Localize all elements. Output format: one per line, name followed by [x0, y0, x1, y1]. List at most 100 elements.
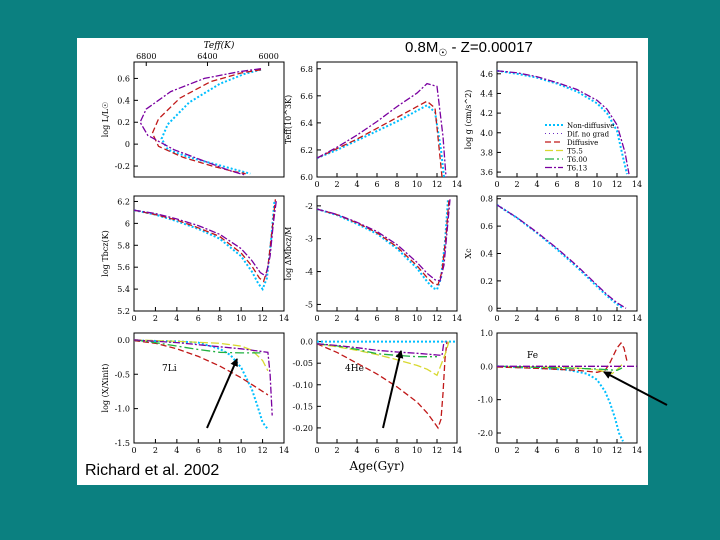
x-tick-label: 0	[494, 314, 499, 323]
x-tick-label: 0	[314, 314, 319, 323]
y-tick-label: 4.2	[480, 109, 493, 118]
plot-frame	[133, 195, 285, 312]
y-tick-label: 6.4	[300, 119, 313, 128]
panel-hr: 0.6 0.4 0.2 0 -0.2 6800 6400 6000 Teff(K) log L/L…	[101, 40, 285, 178]
y-tick-label: 6.2	[300, 146, 313, 155]
plot-frame	[496, 61, 638, 178]
y-tick-label: -3	[305, 235, 313, 244]
title-mass: 0.8M	[405, 39, 439, 56]
top-tick-label: 6800	[136, 52, 156, 61]
y-tick-label: -5	[305, 300, 313, 309]
title-metallicity: - Z=0.00017	[447, 39, 533, 56]
series-line-diffusive	[151, 69, 262, 175]
x-tick-label: 4	[354, 180, 359, 189]
y-tick-label: 4.6	[480, 70, 493, 79]
x-tick-label: 10	[236, 446, 246, 455]
x-tick-label: 0	[131, 314, 136, 323]
y-tick-label: 3.8	[480, 148, 493, 157]
y-tick-label: 6	[125, 219, 130, 228]
x-tick-label: 8	[217, 446, 222, 455]
x-tick-label: 8	[217, 314, 222, 323]
series-line-t6-13	[497, 70, 630, 175]
x-axis-label: Age(Gyr)	[349, 459, 405, 473]
series-line-diffusive	[317, 341, 448, 430]
x-tick-label: 8	[394, 180, 399, 189]
x-tick-label: 6	[554, 180, 559, 189]
y-tick-label: 6.0	[300, 173, 313, 182]
series-line-diffusive	[134, 199, 277, 283]
x-tick-label: 10	[592, 446, 602, 455]
x-tick-label: 12	[257, 314, 267, 323]
plot-frame	[133, 61, 285, 178]
legend-label: Diffusive	[567, 139, 598, 147]
y-tick-label: -1.0	[115, 405, 130, 414]
y-tick-label: -0.10	[292, 381, 313, 390]
y-tick-label: 6.2	[117, 197, 130, 206]
x-tick-label: 0	[314, 180, 319, 189]
y-tick-label: 0.0	[300, 338, 313, 347]
y-tick-label: 1.0	[480, 329, 493, 338]
y-tick-label: 4.0	[480, 129, 493, 138]
x-tick-label: 2	[334, 180, 339, 189]
x-tick-label: 8	[394, 446, 399, 455]
element-label: 7Li	[162, 364, 177, 374]
x-tick-label: 2	[514, 314, 519, 323]
top-tick-label: 6400	[197, 52, 217, 61]
y-axis-label: Teff(10^3K)	[284, 95, 293, 144]
y-tick-label: -0.15	[292, 402, 313, 411]
y-tick-label: 0.2	[117, 118, 130, 127]
series-line-t6-13	[497, 204, 627, 309]
y-tick-label: 5.6	[117, 263, 130, 272]
y-tick-label: -0.20	[292, 424, 313, 433]
panel-li: 0.0 -0.5 -1.0 -1.50 2 4 6 8 10 12 14 log (X/Xinit) 7…	[101, 332, 289, 455]
chart-title: 0.8M☉ - Z=0.00017	[405, 39, 533, 59]
series-line-t5-5	[134, 339, 269, 372]
y-axis-label: log Tbcz(K)	[101, 230, 110, 276]
y-axis-label: log ΔMbcz/M	[284, 227, 293, 281]
y-axis-label: Xc	[464, 248, 473, 259]
legend-label: T6.13	[567, 165, 587, 173]
y-tick-label: 0.2	[480, 277, 493, 286]
x-tick-label: 14	[452, 446, 462, 455]
series-line-t5-5	[317, 341, 450, 377]
y-tick-label: 0.6	[117, 74, 130, 83]
x-tick-label: 12	[612, 180, 622, 189]
arrow-fe-rise	[603, 371, 668, 406]
x-tick-label: 2	[514, 180, 519, 189]
y-tick-label: -1.0	[478, 396, 493, 405]
series-line-diffusive	[317, 199, 450, 286]
series-line-non-diffusive	[317, 104, 445, 177]
panel-he: 0.0 -0.05 -0.10 -0.15 -0.20 0 2 4 6 8 10 12 14 4He	[292, 332, 462, 455]
arrow-li-dip	[206, 358, 238, 429]
x-tick-label: 8	[394, 314, 399, 323]
x-tick-label: 14	[632, 180, 642, 189]
x-tick-label: 2	[334, 314, 339, 323]
x-tick-label: 6	[554, 314, 559, 323]
series-line-t6-13	[134, 199, 278, 278]
x-tick-label: 12	[612, 314, 622, 323]
plot-frame	[316, 332, 458, 444]
y-tick-label: 5.2	[117, 307, 130, 316]
y-tick-label: 5.4	[117, 285, 130, 294]
element-label: Fe	[527, 351, 538, 361]
figure-panel: 0.6 0.4 0.2 0 -0.2 6800 6400 6000 Teff(K) log L/L…	[77, 38, 648, 485]
x-tick-label: 2	[153, 314, 158, 323]
series-line-non-diffusive	[160, 68, 262, 175]
y-tick-label: 0.6	[480, 222, 493, 231]
panel-teff: 6.8 6.6 6.4 6.2 6.00 2 4 6 8 10 12 14 Teff(10^3K)	[284, 61, 462, 189]
x-tick-label: 0	[494, 180, 499, 189]
y-tick-label: -0.5	[115, 370, 130, 379]
x-tick-label: 10	[412, 446, 422, 455]
panel-xc: 0.8 0.6 0.4 0.2 00 2 4 6 8 10 12 14 Xc	[464, 195, 642, 323]
x-tick-label: 8	[574, 446, 579, 455]
x-tick-label: 14	[452, 180, 462, 189]
y-axis-label: log L/L☉	[101, 102, 110, 138]
x-tick-label: 4	[354, 446, 359, 455]
x-tick-label: 8	[574, 314, 579, 323]
y-tick-label: -1.5	[115, 439, 130, 448]
plot-frame	[316, 61, 458, 178]
x-tick-label: 0	[494, 446, 499, 455]
